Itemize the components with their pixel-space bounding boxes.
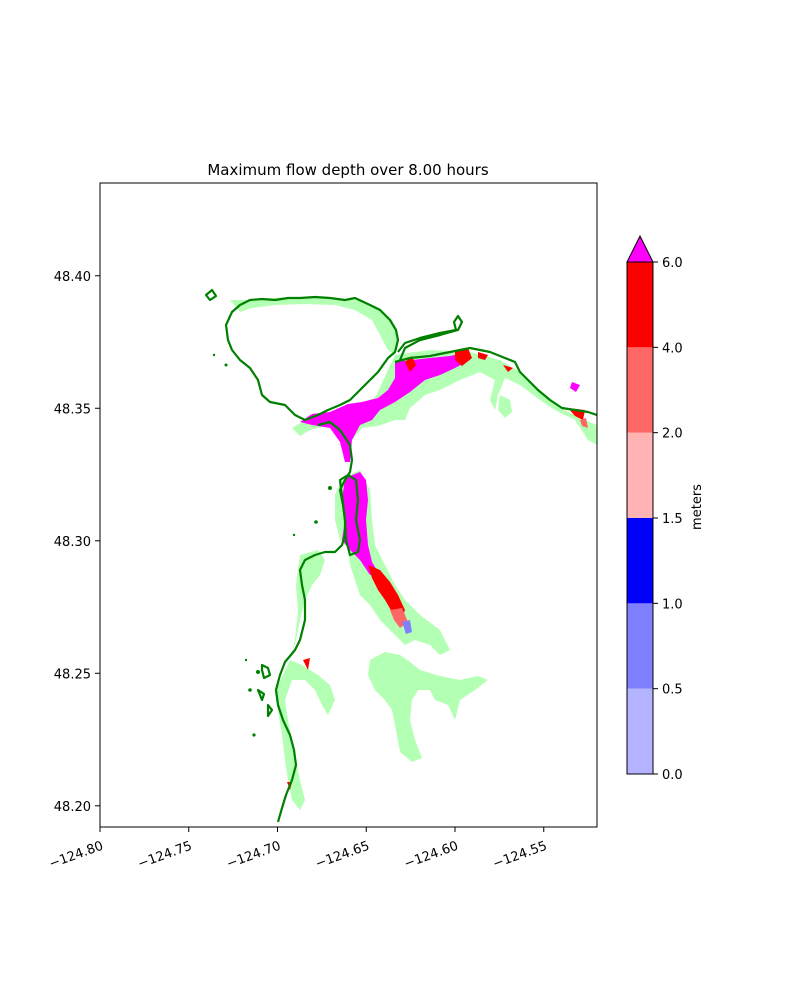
- shoreline-islets: [212, 353, 332, 737]
- x-tick-label: −124.80: [47, 839, 105, 872]
- colorbar-tick-label: 1.5: [662, 512, 683, 527]
- map-axes: −124.80 −124.75 −124.70 −124.65 −124.60 −124.…: [47, 182, 598, 872]
- x-axis-ticks: −124.80 −124.75 −124.70 −124.65 −124.60 −124.…: [47, 827, 549, 872]
- y-axis-ticks: 48.20 48.25 48.30 48.35 48.40: [54, 270, 100, 815]
- depth-0-0.5m-layer: [402, 620, 412, 634]
- y-tick-label: 48.20: [54, 800, 91, 815]
- colorbar-bin: [627, 518, 653, 604]
- y-tick-label: 48.25: [54, 667, 91, 682]
- colorbar-bin: [627, 347, 653, 433]
- shoreline-layer: [204, 288, 598, 823]
- x-tick-label: −124.70: [225, 839, 283, 872]
- colorbar-extend-triangle: [626, 234, 654, 263]
- colorbar-label: meters: [690, 484, 705, 530]
- y-tick-label: 48.40: [54, 270, 91, 285]
- colorbar-tick-label: 4.0: [662, 341, 683, 356]
- colorbar-bin: [627, 603, 653, 689]
- colorbar-bins: [627, 262, 653, 774]
- colorbar-bin: [627, 688, 653, 774]
- map-content: [204, 288, 598, 823]
- map-frame: [99, 182, 598, 828]
- colorbar-tick-label: 0.5: [662, 683, 683, 698]
- colorbar-tick-label: 2.0: [662, 427, 683, 442]
- colorbar: 0.0 0.5 1.0 1.5 2.0 4.0 6.0 meters: [626, 234, 705, 783]
- colorbar-bin: [627, 432, 653, 518]
- y-tick-label: 48.30: [54, 535, 91, 550]
- depth-4-6m-layer: [287, 348, 585, 790]
- y-tick-label: 48.35: [54, 402, 91, 417]
- colorbar-bin: [627, 262, 653, 348]
- x-tick-label: −124.65: [313, 839, 371, 872]
- plot-title: Maximum flow depth over 8.00 hours: [207, 161, 489, 179]
- colorbar-ticks: 0.0 0.5 1.0 1.5 2.0 4.0 6.0: [653, 256, 683, 783]
- colorbar-tick-label: 6.0: [662, 256, 683, 271]
- x-tick-label: −124.75: [136, 839, 194, 872]
- x-tick-label: −124.55: [491, 839, 549, 872]
- colorbar-tick-label: 1.0: [662, 597, 683, 612]
- x-tick-label: −124.60: [402, 839, 460, 872]
- colorbar-tick-label: 0.0: [662, 768, 683, 783]
